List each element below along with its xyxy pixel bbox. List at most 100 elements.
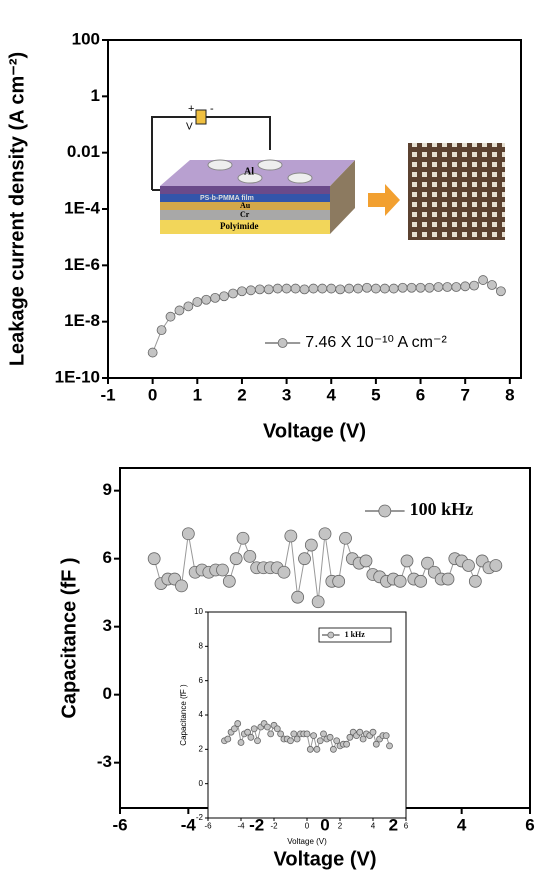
data-point [284,529,298,543]
electrode [207,159,233,171]
x-tick-label: 0 [148,385,157,404]
data-point [489,559,503,572]
electrode [287,172,313,184]
data-point [222,574,236,588]
data-point [192,297,203,307]
layer-al [160,186,330,194]
data-point [250,725,258,733]
voltage-symbol: V [186,122,193,133]
data-point [332,574,346,588]
data-point [281,283,292,294]
data-point [310,732,318,739]
data-point [313,745,321,753]
data-point [433,282,444,292]
y-tick-label: 0 [103,684,112,703]
data-point [219,291,229,302]
data-point [201,294,212,305]
data-point [272,283,283,294]
data-point [460,281,471,292]
data-point [311,595,325,609]
data-point [370,283,381,294]
data-point [372,740,380,748]
data-point [243,550,257,563]
x-tick-label: 3 [282,385,291,404]
y-axis-label: Capacitance (fF ) [179,684,188,746]
layer-label: Polyimide [220,221,259,231]
data-point [478,275,488,285]
data-point [175,579,188,593]
data-point [359,735,367,743]
x-tick-label: -6 [112,815,127,834]
data-point [318,527,332,541]
data-point [306,745,314,753]
data-point [487,280,497,290]
data-point [216,563,229,577]
data-point [415,282,426,293]
y-tick-label: 10 [194,607,203,616]
data-point [183,301,194,312]
x-tick-label: 4 [371,822,376,831]
y-tick-label: 1E-8 [64,311,100,330]
circuit-wire [151,116,271,190]
x-axis-label: Voltage (V) [263,420,366,442]
layer-label: Al [244,166,254,177]
x-tick-label: 1 [193,385,202,404]
x-tick-label: 5 [371,385,380,404]
y-tick-label: 0.01 [67,142,100,161]
battery [195,109,207,125]
layer-cr [160,210,330,220]
x-tick-label: 2 [237,385,246,404]
legend-marker [327,631,335,639]
data-point [496,286,506,297]
x-tick-label: -2 [249,815,264,834]
layer-label: PS-b-PMMA film [200,195,254,202]
data-point [147,347,158,358]
data-point [359,554,373,568]
data-point [277,565,291,579]
electrode [237,172,263,184]
data-point [320,730,327,738]
device-schematic: + - V Al PS-b-PMMA film Au Cr Polyimide [151,103,505,240]
layer-polyimide [160,220,330,234]
data-point [343,740,351,748]
data-point [441,572,455,586]
x-tick-label: 6 [525,815,534,834]
legend-label: 1 kHz [345,630,366,639]
data-point [147,552,161,566]
data-point [388,283,399,294]
y-tick-label: 1E-10 [55,367,100,386]
data-point [229,552,243,566]
data-point [254,284,265,295]
legend-marker [277,338,288,348]
data-point [277,730,285,738]
data-point [304,538,318,552]
y-tick-label: 6 [103,548,112,567]
data-point [333,737,341,745]
data-point [244,728,252,736]
data-point [329,745,337,753]
data-point [362,282,372,293]
data-point [451,282,462,292]
legend-marker [378,504,392,518]
data-point [379,283,390,294]
data-point [287,737,294,745]
y-tick-label: -2 [196,813,204,822]
data-point [291,590,305,604]
x-tick-label: -1 [100,385,115,404]
x-tick-label: -6 [204,822,212,831]
data-point [335,284,346,295]
data-point [237,286,247,297]
data-point [273,725,281,733]
y-tick-label: 0 [199,779,204,788]
data-point [298,552,311,566]
data-point [245,285,256,296]
x-tick-label: 7 [460,385,469,404]
data-point [414,574,428,588]
data-point [386,742,393,750]
data-point [263,723,271,731]
data-point [317,283,328,294]
data-point [462,559,475,572]
layer-label: Au [240,201,251,210]
data-point [181,527,195,541]
